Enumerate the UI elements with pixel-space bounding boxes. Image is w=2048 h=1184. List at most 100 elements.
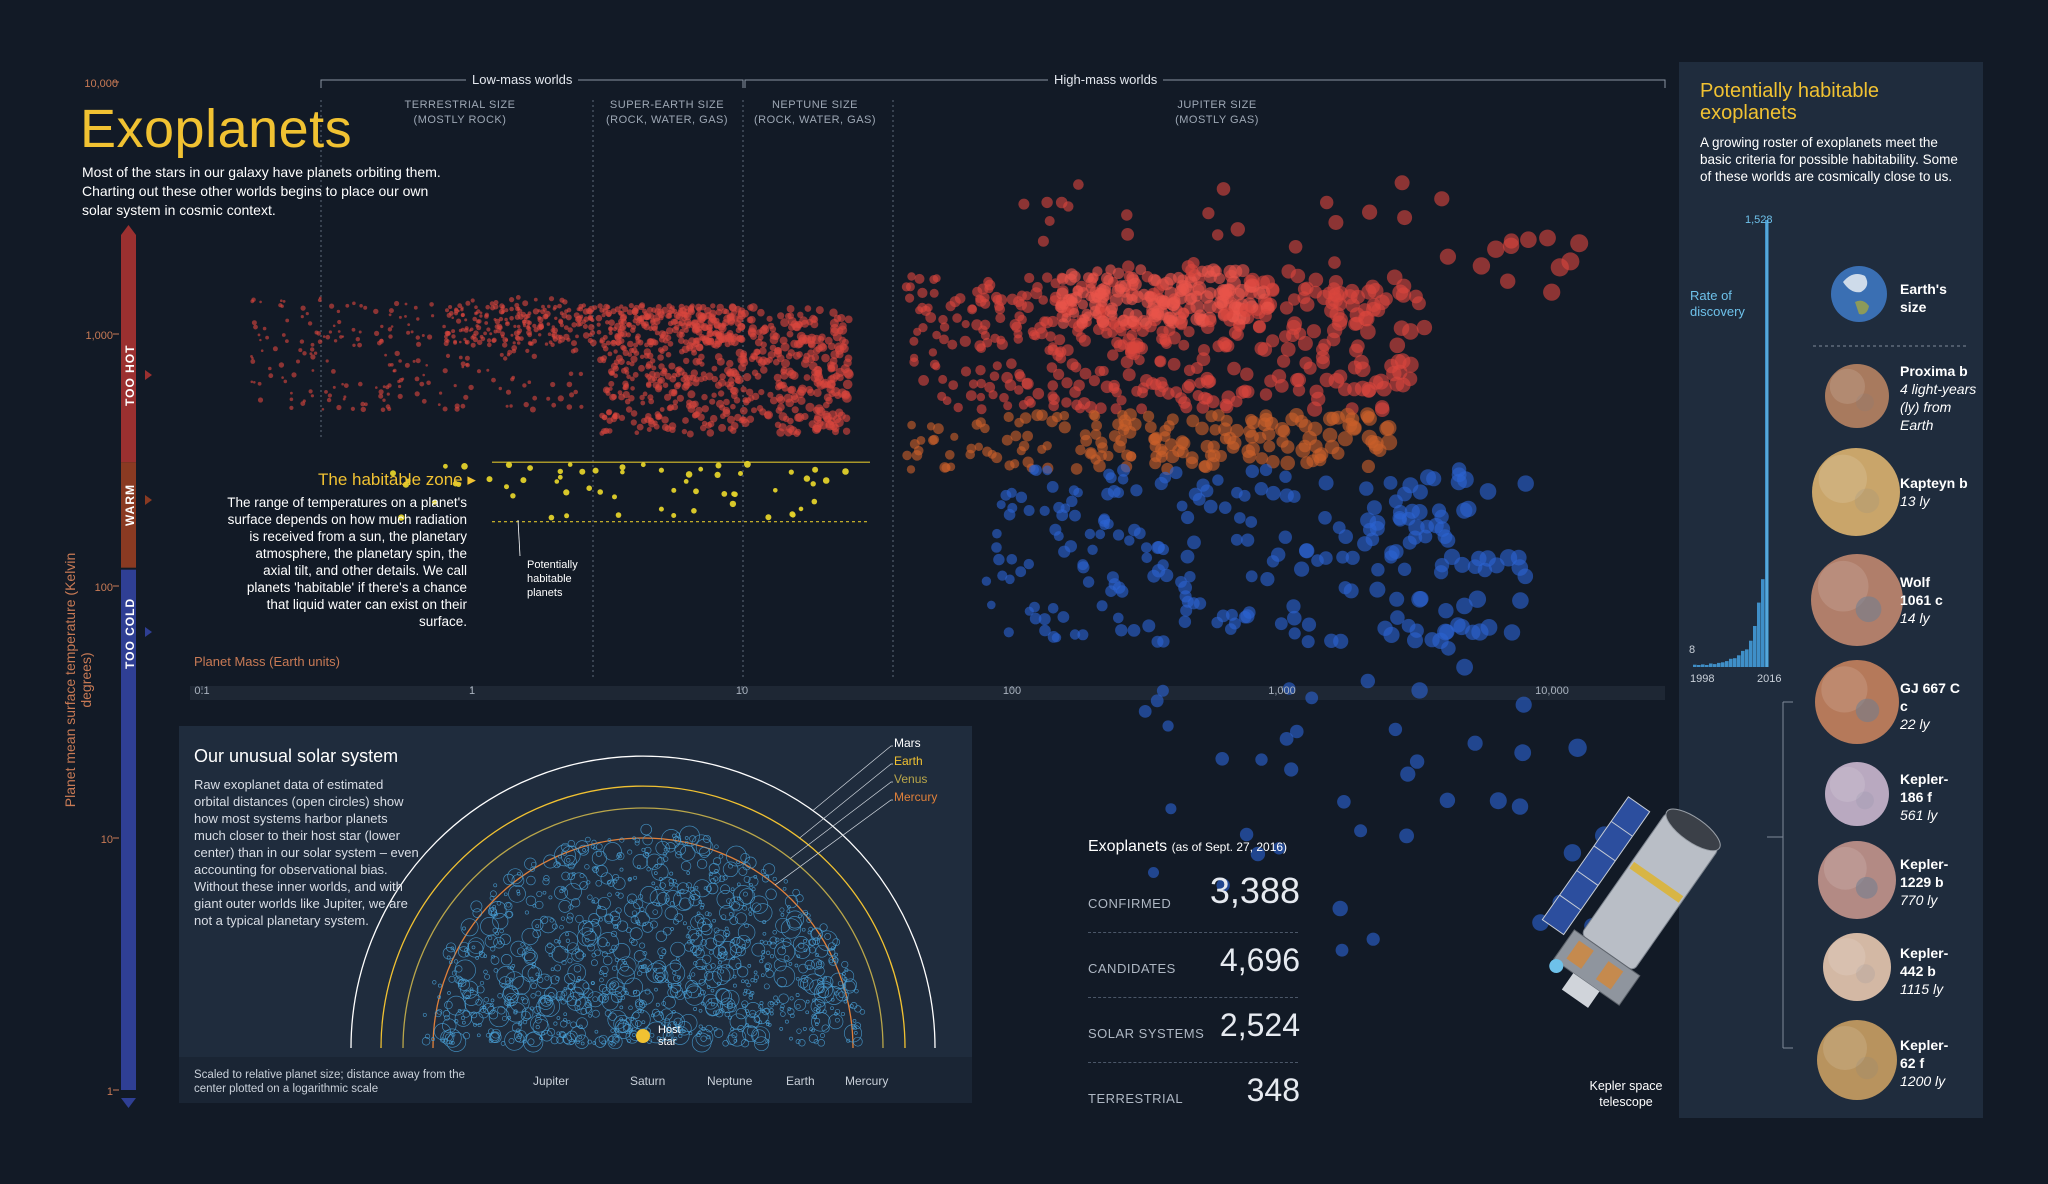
data-point-hot [720,413,726,419]
data-point-hot [842,414,851,423]
exoplanet-orbit-circle [661,949,667,954]
data-point-hot [730,403,736,410]
data-point-hot [419,381,425,387]
data-point-hot [932,330,941,340]
data-point-hot [667,340,674,347]
data-point-hot [659,348,665,354]
exoplanet-orbit-circle [819,923,828,932]
exoplanet-orbit-circle [535,924,540,929]
data-point-hot [825,396,833,405]
data-point-hot [643,321,649,327]
exoplanet-orbit-circle [578,1035,583,1040]
data-point-hot [1395,287,1412,303]
exoplanet-orbit-circle [608,1012,617,1021]
exoplanet-orbit-circle [582,848,586,852]
data-point-hot [352,301,356,306]
exoplanet-orbit-circle [716,890,736,909]
exoplanet-orbit-circle [592,897,599,904]
exoplanet-orbit-circle [619,867,624,872]
data-point-cold [1357,536,1373,552]
exoplanet-orbit-circle [751,887,756,892]
data-point-hot [1236,264,1250,278]
exoplanet-orbit-circle [455,965,463,973]
data-point-hot [1167,357,1181,371]
data-point-hot [613,349,618,354]
exoplanet-orbit-circle [728,863,733,869]
data-point-hot [357,342,362,348]
data-point-hot [608,380,615,387]
data-point-hot [976,378,986,389]
data-point-warm [1276,435,1289,448]
planet-bracket [1767,701,1793,1049]
data-point-hot [491,337,497,343]
exoplanet-orbit-circle [480,917,499,936]
data-point-hot [1146,308,1158,320]
data-point-warm [1095,436,1108,449]
stat-value-solar-systems: 2,524 [1219,1007,1300,1043]
exoplanet-orbit-circle [641,847,646,852]
data-point-hot [960,366,972,377]
exoplanet-orbit-circle [812,998,816,1003]
exoplanet-orbit-circle [617,892,624,899]
data-point-habitable [564,513,570,519]
exoplanet-orbit-circle [586,880,591,885]
exoplanet-orbit-circle [543,875,550,882]
exoplanet-orbit-circle [576,1006,581,1010]
exoplanet-orbit-circle [517,947,525,956]
data-point-hot [1137,382,1149,394]
data-point-hot [740,358,749,367]
exoplanet-orbit-circle [453,959,459,964]
data-point-hot [1539,229,1556,247]
y-tick-label: 1 [106,1086,113,1098]
data-point-hot [668,422,677,430]
data-point-hot [250,380,254,384]
data-point-hot [742,397,749,403]
data-point-cold [1117,463,1131,477]
exoplanet-orbit-circle [657,976,664,983]
data-point-hot [769,344,777,352]
data-point-hot [605,340,611,346]
exoplanet-orbit-circle [667,983,672,988]
exoplanet-orbit-circle [764,962,772,971]
exoplanet-orbit-circle [560,1031,566,1038]
data-point-hot [630,355,638,363]
solar-system-diagram [350,745,936,1100]
data-point-hot [1316,355,1330,370]
data-point-cold [1112,529,1125,541]
y-tick-label: 100 [94,582,113,594]
data-point-hot [1254,341,1269,356]
data-point-hot [1159,333,1171,346]
exoplanet-orbit-circle [499,933,511,945]
data-point-hot [290,391,293,395]
data-point-cold [1337,795,1351,809]
data-point-warm [1001,434,1013,446]
exoplanet-orbit-circle [701,1001,705,1006]
year-end-label: 2016 [1757,673,1782,685]
exoplanet-orbit-circle [778,993,789,1004]
data-point-cold [1138,705,1152,718]
exoplanet-orbit-circle [442,1010,451,1018]
data-point-hot [625,406,633,413]
data-point-hot [834,418,844,428]
exoplanet-orbit-circle [816,930,838,952]
data-point-hot [816,419,824,428]
data-point-cold [1142,619,1156,633]
kepler-telescope-label: Kepler space telescope [1589,1079,1663,1109]
data-point-hot [640,400,646,406]
exoplanet-orbit-circle [484,973,491,980]
exoplanet-orbit-circle [563,1017,567,1022]
exoplanet-orbit-circle [490,908,498,916]
data-point-hot [761,324,769,331]
x-tick-label: 0.1 [194,685,210,697]
exoplanet-orbit-circle [689,966,708,985]
exoplanet-orbit-circle [469,987,474,992]
planet-label-kepler-1229-b: Kepler-1229 b 770 ly [1900,856,1949,908]
data-point-hot [317,298,322,302]
data-point-cold [1105,585,1117,597]
data-point-cold [1057,611,1070,623]
planet-surface-patch [1855,876,1878,899]
exoplanet-orbit-circle [609,910,620,921]
data-point-hot [437,403,441,406]
exoplanet-orbit-circle [584,864,590,870]
data-point-hot [1054,334,1066,346]
